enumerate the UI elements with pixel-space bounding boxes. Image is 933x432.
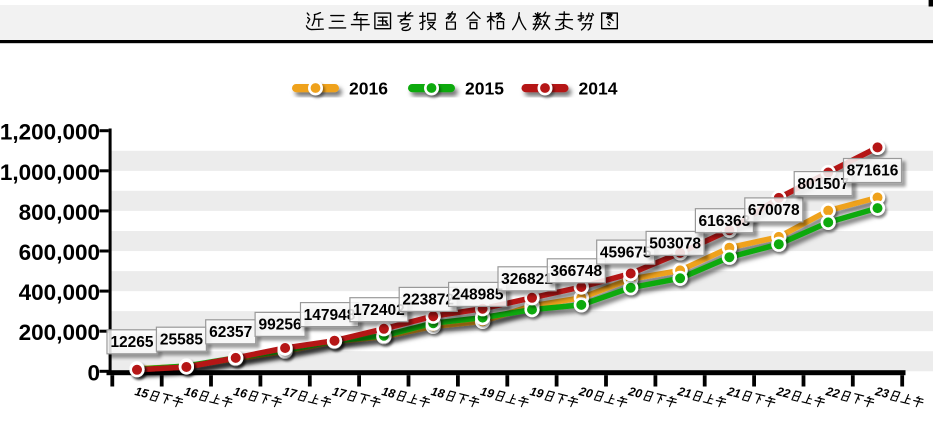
svg-text:20: 20	[577, 384, 595, 401]
svg-text:326821: 326821	[501, 271, 553, 288]
svg-text:200,000: 200,000	[19, 320, 100, 345]
svg-text:19: 19	[479, 384, 496, 401]
svg-text:0: 0	[87, 360, 100, 385]
svg-text:503078: 503078	[649, 236, 701, 253]
svg-text:22: 22	[824, 384, 842, 401]
svg-text:801507: 801507	[797, 176, 849, 193]
svg-text:670078: 670078	[748, 202, 800, 219]
svg-text:248985: 248985	[452, 287, 504, 304]
svg-text:223872: 223872	[402, 292, 454, 309]
svg-text:62357: 62357	[209, 324, 252, 341]
svg-text:366748: 366748	[550, 263, 602, 280]
svg-text:17: 17	[331, 384, 349, 401]
svg-text:2014: 2014	[579, 78, 618, 98]
svg-text:17: 17	[281, 384, 299, 401]
svg-text:16: 16	[183, 384, 200, 401]
svg-text:2016: 2016	[349, 78, 388, 98]
svg-text:19: 19	[528, 384, 545, 401]
svg-text:18: 18	[430, 384, 447, 401]
svg-text:25585: 25585	[160, 331, 203, 348]
svg-text:23: 23	[873, 384, 891, 401]
svg-text:12265: 12265	[110, 334, 153, 351]
svg-text:616363: 616363	[699, 213, 751, 230]
svg-text:1,200,000: 1,200,000	[0, 120, 100, 145]
svg-text:459675: 459675	[600, 244, 652, 261]
svg-text:800,000: 800,000	[19, 200, 100, 225]
svg-text:21: 21	[675, 384, 693, 401]
svg-text:21: 21	[725, 384, 743, 401]
svg-text:600,000: 600,000	[19, 240, 100, 265]
svg-text:1,000,000: 1,000,000	[0, 160, 100, 185]
svg-text:400,000: 400,000	[19, 280, 100, 305]
svg-text:18: 18	[380, 384, 397, 401]
svg-text:16: 16	[232, 384, 249, 401]
svg-text:20: 20	[626, 384, 644, 401]
svg-text:147948: 147948	[304, 307, 356, 324]
svg-text:871616: 871616	[847, 163, 899, 180]
svg-text:22: 22	[774, 384, 792, 401]
svg-text:15: 15	[133, 384, 150, 401]
svg-text:2015: 2015	[465, 78, 504, 98]
svg-text:172402: 172402	[353, 302, 405, 319]
svg-text:99256: 99256	[259, 317, 302, 334]
